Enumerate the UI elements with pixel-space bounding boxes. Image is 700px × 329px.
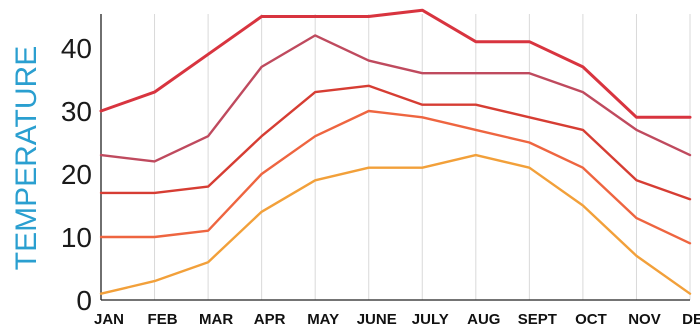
x-tick-label-apr: APR: [254, 311, 286, 328]
series-line-3: [99, 84, 692, 201]
x-tick-labels: JAN FEB MAR APR MAY JUNE JULY AUG SEPT OCT NOV DEC: [94, 311, 700, 328]
y-axis-label: TEMPERATURE: [10, 46, 43, 270]
series-line-2: [99, 34, 692, 163]
y-tick-labels: 0 10 20 30 40: [61, 33, 92, 316]
x-tick-label-may: MAY: [307, 311, 339, 328]
y-tick-label-30: 30: [61, 96, 92, 127]
y-tick-label-40: 40: [61, 33, 92, 64]
y-tick-label-10: 10: [61, 222, 92, 253]
series-lines: [99, 8, 692, 295]
x-tick-label-dec: DEC: [682, 311, 700, 328]
series-line-4: [99, 109, 692, 245]
series-line-5: [99, 153, 692, 295]
x-tick-label-july: JULY: [412, 311, 449, 328]
x-tick-label-sept: SEPT: [518, 311, 557, 328]
vertical-gridlines: [154, 14, 691, 300]
x-tick-label-jan: JAN: [94, 311, 124, 328]
x-tick-label-aug: AUG: [467, 311, 500, 328]
y-tick-label-20: 20: [61, 159, 92, 190]
x-tick-label-oct: OCT: [575, 311, 607, 328]
x-tick-label-nov: NOV: [628, 311, 661, 328]
y-tick-label-0: 0: [76, 285, 92, 316]
x-tick-label-june: JUNE: [357, 311, 397, 328]
x-tick-label-mar: MAR: [199, 311, 233, 328]
series-line-1: [99, 8, 692, 119]
x-tick-label-feb: FEB: [148, 311, 178, 328]
